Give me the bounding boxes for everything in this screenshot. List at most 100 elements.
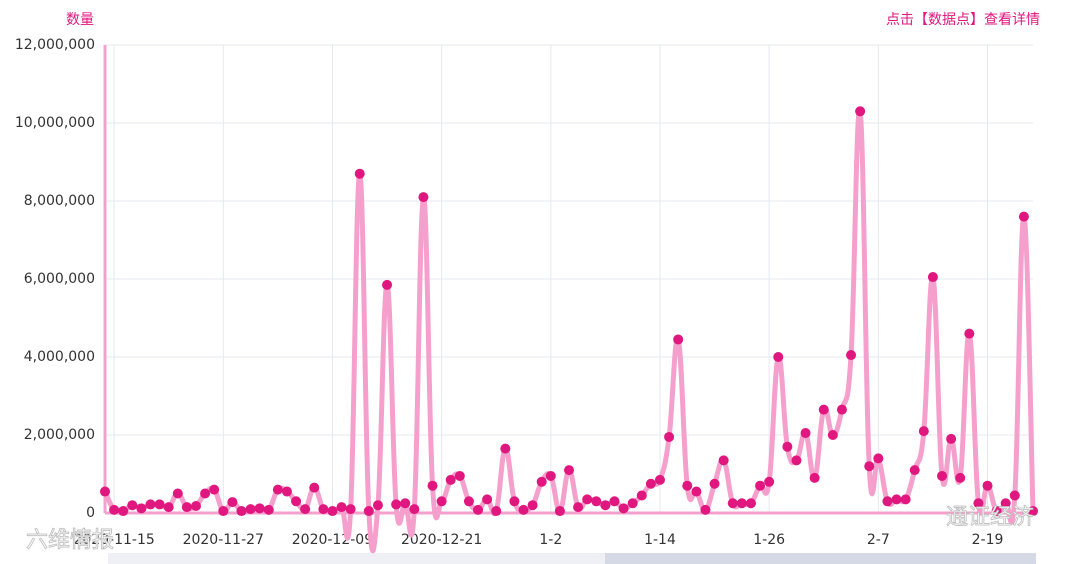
point [181, 502, 192, 513]
point [218, 506, 229, 517]
point [336, 502, 347, 513]
point [1018, 211, 1029, 222]
point [309, 482, 320, 493]
point [855, 106, 866, 117]
point [973, 498, 984, 509]
point [673, 334, 684, 345]
point [618, 503, 629, 514]
point [827, 430, 838, 440]
y-tick-label: 10,000,000 [15, 115, 95, 131]
point [172, 488, 183, 499]
point [418, 192, 429, 203]
point [764, 476, 775, 487]
point [564, 465, 574, 476]
y-tick-label: 12,000,000 [15, 37, 95, 53]
x-tick-label: 1-2 [539, 532, 562, 548]
point [154, 499, 165, 510]
point [236, 506, 247, 517]
point [809, 472, 820, 483]
point [946, 433, 957, 444]
point [263, 504, 274, 515]
x-tick-label: 1-26 [753, 532, 785, 548]
point [955, 472, 966, 483]
point [463, 496, 474, 507]
point [291, 496, 302, 507]
point [909, 465, 920, 476]
point [773, 352, 784, 362]
point [500, 443, 511, 454]
point [454, 470, 465, 481]
point [109, 504, 120, 515]
point [937, 470, 948, 481]
point [964, 328, 975, 339]
point [245, 504, 256, 515]
x-tick-label: 2-19 [972, 532, 1004, 548]
point [645, 478, 656, 489]
point [582, 494, 593, 505]
point [200, 488, 211, 499]
point [1028, 506, 1038, 517]
point [782, 441, 793, 452]
point [736, 498, 747, 509]
point [709, 478, 720, 489]
point [281, 486, 292, 497]
point [654, 474, 665, 485]
point [864, 461, 875, 472]
x-tick-label: 1-14 [644, 532, 676, 548]
x-tick-label: 2020-12-09 [292, 532, 373, 548]
point [190, 500, 201, 511]
line [102, 107, 1036, 554]
point [682, 480, 693, 491]
point [791, 455, 802, 466]
point [136, 503, 147, 514]
point [300, 504, 311, 515]
point [363, 506, 374, 517]
point [318, 504, 329, 515]
point [118, 506, 129, 517]
y-tick-label: 0 [86, 505, 95, 521]
point [882, 496, 893, 507]
zoom-slider[interactable] [108, 553, 1036, 564]
point [1000, 498, 1011, 509]
point [372, 500, 383, 511]
point [591, 496, 602, 507]
point [163, 502, 174, 513]
point [382, 279, 393, 290]
point [691, 486, 702, 497]
point [991, 506, 1002, 517]
zoom-window[interactable] [605, 553, 1036, 564]
point [209, 484, 220, 495]
x-tick-label: 2020-12-21 [401, 532, 482, 548]
point [718, 455, 729, 466]
point [927, 272, 938, 283]
point [609, 496, 620, 507]
point [391, 499, 402, 510]
point [227, 497, 238, 508]
point [891, 494, 902, 505]
x-tick-label: 2-7 [867, 532, 890, 548]
y-tick-label: 6,000,000 [24, 271, 95, 287]
point [636, 490, 647, 501]
y-tick-label: 4,000,000 [24, 349, 95, 365]
point [100, 486, 110, 497]
point [509, 496, 520, 507]
point [427, 480, 438, 491]
point [800, 428, 811, 439]
point [482, 494, 493, 505]
point [545, 470, 556, 481]
point [873, 453, 884, 464]
point [982, 480, 993, 491]
point [400, 498, 411, 509]
point [836, 404, 847, 415]
point [145, 499, 156, 510]
point [327, 506, 338, 517]
watermark: 通证经济 [946, 505, 1034, 530]
point [254, 503, 265, 514]
point [627, 498, 638, 509]
hint[interactable]: 点击【数据点】查看详情 [886, 12, 1040, 28]
point [554, 506, 565, 517]
point [354, 168, 365, 179]
point [445, 474, 456, 485]
watermark: 六维情报 [26, 528, 114, 553]
